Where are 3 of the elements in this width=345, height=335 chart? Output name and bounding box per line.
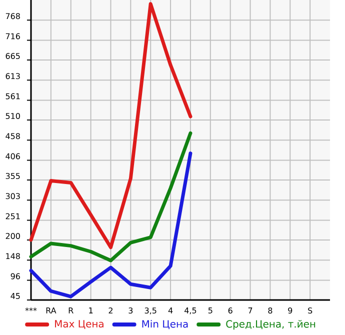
legend-label: Сред.Цена, т.йен	[226, 320, 316, 330]
legend-label: Max Цена	[55, 320, 104, 329]
legend-label: Min Цена	[142, 320, 188, 330]
